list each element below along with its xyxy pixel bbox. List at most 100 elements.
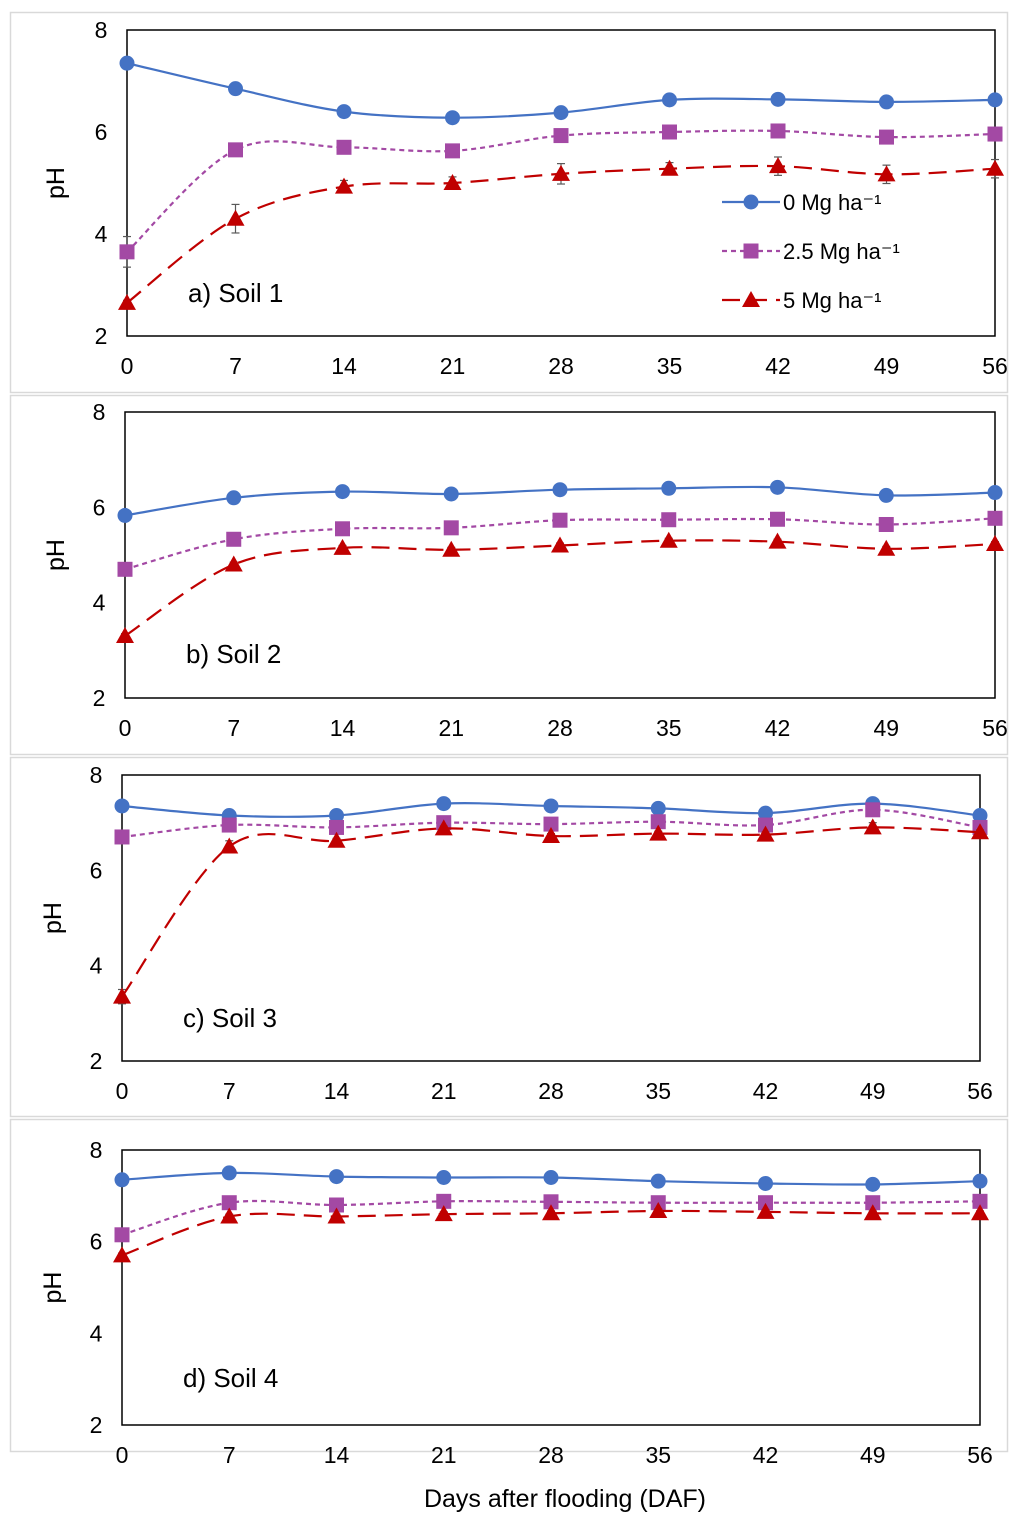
- data-point: [329, 1169, 344, 1185]
- x-tick-label: 0: [116, 1442, 129, 1468]
- data-point: [113, 1246, 131, 1263]
- data-point: [114, 1227, 130, 1243]
- data-point: [551, 536, 569, 553]
- data-point: [770, 123, 786, 139]
- data-point: [442, 540, 461, 557]
- data-point: [445, 110, 460, 126]
- y-tick-label: 8: [90, 762, 103, 788]
- legend-label: 2.5 Mg ha⁻¹: [783, 239, 900, 264]
- series-3: [118, 156, 1004, 310]
- x-tick-label: 21: [431, 1078, 457, 1104]
- data-point: [436, 1193, 452, 1209]
- series-1: [119, 55, 1003, 126]
- legend-item: 5 Mg ha⁻¹: [722, 288, 881, 313]
- x-tick-label: 42: [765, 353, 791, 379]
- y-tick-label: 2: [90, 1048, 103, 1074]
- data-point: [220, 1207, 239, 1224]
- data-point: [865, 1195, 881, 1211]
- data-point: [552, 164, 570, 181]
- x-tick-label: 28: [538, 1078, 564, 1104]
- y-tick-label: 8: [90, 1137, 103, 1163]
- chart-panel-3: 2 4 6 8 0 7 14 21 28 35 42 49 56 pH c) Soil 3: [9, 756, 1009, 1118]
- data-point: [220, 837, 239, 854]
- x-tick-label: 28: [538, 1442, 564, 1468]
- legend-label: 0 Mg ha⁻¹: [783, 190, 881, 215]
- data-point: [329, 1197, 344, 1213]
- panel-frame: [9, 11, 1009, 394]
- data-point: [879, 129, 894, 145]
- x-tick-label: 28: [548, 353, 574, 379]
- data-point: [119, 244, 135, 260]
- data-point: [116, 627, 134, 644]
- data-point: [756, 825, 775, 842]
- plot-area: [121, 1149, 981, 1426]
- data-point: [650, 814, 666, 830]
- data-point: [117, 561, 133, 577]
- series-3: [113, 1201, 989, 1263]
- legend-marker: [743, 194, 759, 210]
- y-tick-label: 6: [95, 119, 108, 145]
- series-1: [117, 479, 1003, 523]
- x-tick-label: 21: [431, 1442, 457, 1468]
- data-point: [661, 480, 677, 496]
- series-2: [119, 123, 1003, 268]
- data-point: [770, 511, 785, 527]
- y-tick-label: 8: [93, 399, 106, 425]
- x-tick-label: 35: [656, 715, 682, 741]
- data-point: [335, 521, 350, 537]
- series-line: [121, 826, 981, 998]
- x-axis-label: Days after flooding (DAF): [424, 1485, 706, 1513]
- data-point: [758, 817, 773, 833]
- y-tick-label: 6: [90, 857, 103, 883]
- data-point: [543, 1194, 559, 1210]
- x-tick-label: 0: [119, 715, 132, 741]
- data-point: [662, 92, 677, 108]
- legend-item: 0 Mg ha⁻¹: [722, 190, 881, 215]
- plot-area: [124, 411, 996, 699]
- y-tick-label: 2: [90, 1412, 103, 1438]
- panel-title: c) Soil 3: [183, 1003, 277, 1033]
- x-tick-label: 56: [982, 715, 1008, 741]
- y-tick-label: 4: [90, 953, 103, 979]
- data-point: [226, 490, 242, 506]
- data-point: [114, 829, 130, 845]
- data-point: [987, 92, 1003, 108]
- x-tick-label: 49: [874, 353, 900, 379]
- data-point: [542, 1204, 560, 1221]
- data-point: [552, 512, 568, 528]
- legend-item: 2.5 Mg ha⁻¹: [722, 239, 900, 264]
- x-tick-label: 21: [440, 353, 466, 379]
- x-tick-label: 49: [873, 715, 899, 741]
- y-axis-label: pH: [39, 902, 67, 934]
- x-tick-label: 0: [121, 353, 134, 379]
- x-tick-label: 28: [547, 715, 573, 741]
- legend-marker: [742, 291, 760, 307]
- y-tick-label: 4: [90, 1320, 103, 1346]
- x-tick-label: 7: [229, 353, 242, 379]
- x-tick-label: 7: [223, 1442, 236, 1468]
- panel-frame: [9, 756, 1009, 1118]
- x-tick-label: 49: [860, 1442, 886, 1468]
- y-tick-label: 6: [93, 494, 106, 520]
- plot-area: [126, 29, 996, 337]
- panel-frame: [9, 394, 1009, 756]
- panel-title: a) Soil 1: [188, 278, 283, 308]
- x-tick-label: 42: [765, 715, 791, 741]
- data-point: [443, 520, 459, 536]
- data-point: [863, 1204, 882, 1221]
- data-point: [758, 1175, 773, 1191]
- data-point: [226, 209, 245, 226]
- data-point: [329, 819, 344, 835]
- data-point: [758, 1195, 773, 1211]
- x-tick-label: 56: [982, 353, 1008, 379]
- series-line: [121, 808, 981, 839]
- data-point: [228, 142, 243, 158]
- x-tick-label: 35: [645, 1078, 671, 1104]
- data-point: [552, 482, 568, 498]
- data-point: [662, 124, 677, 140]
- data-point: [327, 1207, 346, 1224]
- y-tick-label: 8: [95, 17, 108, 43]
- legend-marker: [743, 243, 759, 259]
- series-line: [124, 539, 996, 637]
- y-tick-label: 6: [90, 1229, 103, 1255]
